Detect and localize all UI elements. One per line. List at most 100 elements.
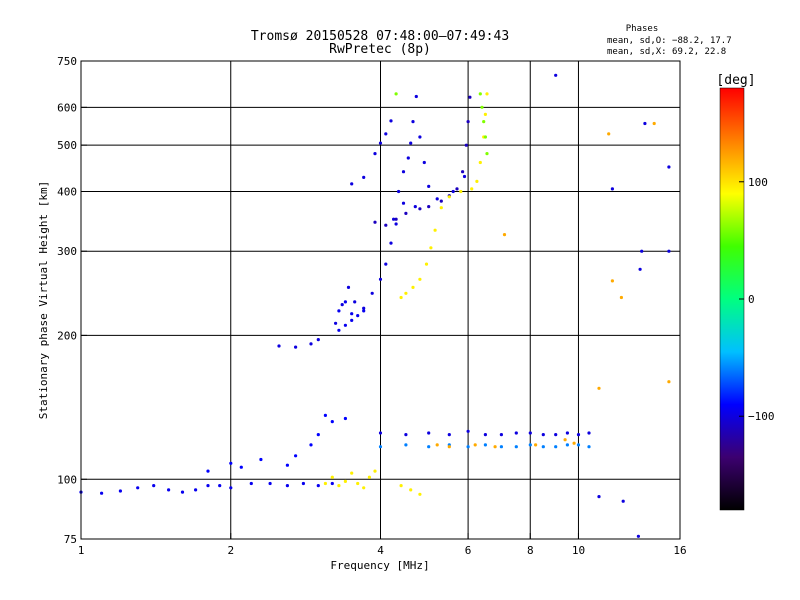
data-point [384, 262, 388, 266]
data-point [427, 431, 431, 435]
data-point [411, 285, 415, 289]
data-point [418, 492, 422, 496]
data-point [483, 433, 487, 437]
data-point [350, 312, 354, 316]
series-f1-o-mode-cusp [337, 300, 366, 332]
colorbar-ticks: 100 0 −100 [739, 176, 775, 423]
data-point [340, 303, 344, 307]
data-point [259, 457, 263, 462]
data-point [401, 201, 406, 205]
data-point [343, 300, 347, 304]
data-point [483, 135, 487, 139]
data-point [667, 165, 671, 169]
phases-title: Phases [626, 24, 659, 34]
data-point [427, 184, 431, 188]
data-point [362, 309, 366, 313]
data-point [206, 484, 210, 488]
data-point [370, 291, 374, 295]
data-point [466, 429, 470, 433]
data-point [485, 92, 489, 96]
x-axis-label: Frequency [MHz] [330, 559, 429, 572]
series-f2-o-mode-lower [373, 95, 472, 227]
data-point [301, 481, 305, 486]
data-point [435, 197, 439, 201]
data-point [337, 309, 341, 313]
data-point [337, 328, 341, 332]
data-point [350, 182, 354, 186]
data-point [378, 445, 383, 449]
data-point [356, 481, 360, 486]
data-point [468, 95, 472, 99]
data-point [541, 445, 545, 449]
data-point [309, 443, 313, 447]
data-point [362, 306, 366, 310]
data-point [378, 141, 383, 145]
data-point [373, 469, 377, 473]
data-point [277, 344, 281, 348]
x-axis: 1 2 4 6 8 10 16 [78, 533, 687, 557]
data-point [597, 386, 601, 390]
data-point [397, 189, 401, 194]
y-axis: 75 100 200 300 400 500 600 750 [57, 55, 87, 546]
series-e-layer-scatter [206, 413, 347, 473]
data-point [330, 475, 334, 479]
data-point [483, 443, 487, 447]
data-point [362, 175, 366, 179]
data-point [350, 471, 354, 475]
data-point [610, 187, 615, 191]
data-point [218, 484, 222, 488]
data-point [399, 484, 403, 488]
data-point [576, 443, 581, 447]
data-point [180, 490, 185, 494]
data-point [389, 241, 393, 245]
data-point [249, 481, 253, 486]
data-point [667, 380, 671, 384]
data-point [424, 262, 429, 266]
data-point [640, 249, 644, 253]
data-point [493, 445, 497, 449]
data-points [79, 73, 671, 538]
data-point [362, 486, 366, 490]
data-point [194, 488, 198, 492]
data-point [316, 433, 320, 437]
x-tick-label: 8 [527, 544, 534, 557]
data-point [554, 445, 558, 449]
data-point [433, 228, 437, 232]
data-point [514, 445, 518, 449]
data-point [466, 445, 470, 449]
data-point [350, 318, 354, 322]
data-point [473, 443, 477, 447]
data-point [389, 119, 393, 123]
data-point [528, 443, 532, 447]
data-point [554, 433, 558, 437]
data-point [118, 489, 122, 493]
data-point [482, 120, 486, 124]
data-point [229, 461, 233, 465]
data-point [294, 454, 298, 458]
colorbar-label: [deg] [716, 73, 755, 88]
data-point [404, 443, 408, 447]
colorbar-tick-label: 100 [748, 176, 768, 189]
data-point [435, 443, 439, 447]
data-point [152, 484, 156, 488]
data-point [534, 443, 538, 447]
data-point [418, 135, 422, 139]
data-point [268, 481, 272, 486]
data-point [667, 249, 671, 253]
series-e-layer-trace [79, 481, 334, 495]
data-point [353, 300, 357, 304]
data-point [418, 277, 422, 281]
data-point [462, 174, 467, 179]
x-tick-label: 6 [465, 544, 472, 557]
data-point [378, 277, 383, 281]
x-tick-label: 10 [572, 544, 585, 557]
data-point [346, 285, 351, 289]
data-point [455, 187, 459, 191]
data-point [563, 438, 567, 442]
data-point [470, 187, 474, 191]
data-point [652, 121, 656, 126]
data-point [587, 445, 591, 449]
data-point [409, 141, 413, 145]
data-point [485, 152, 489, 156]
